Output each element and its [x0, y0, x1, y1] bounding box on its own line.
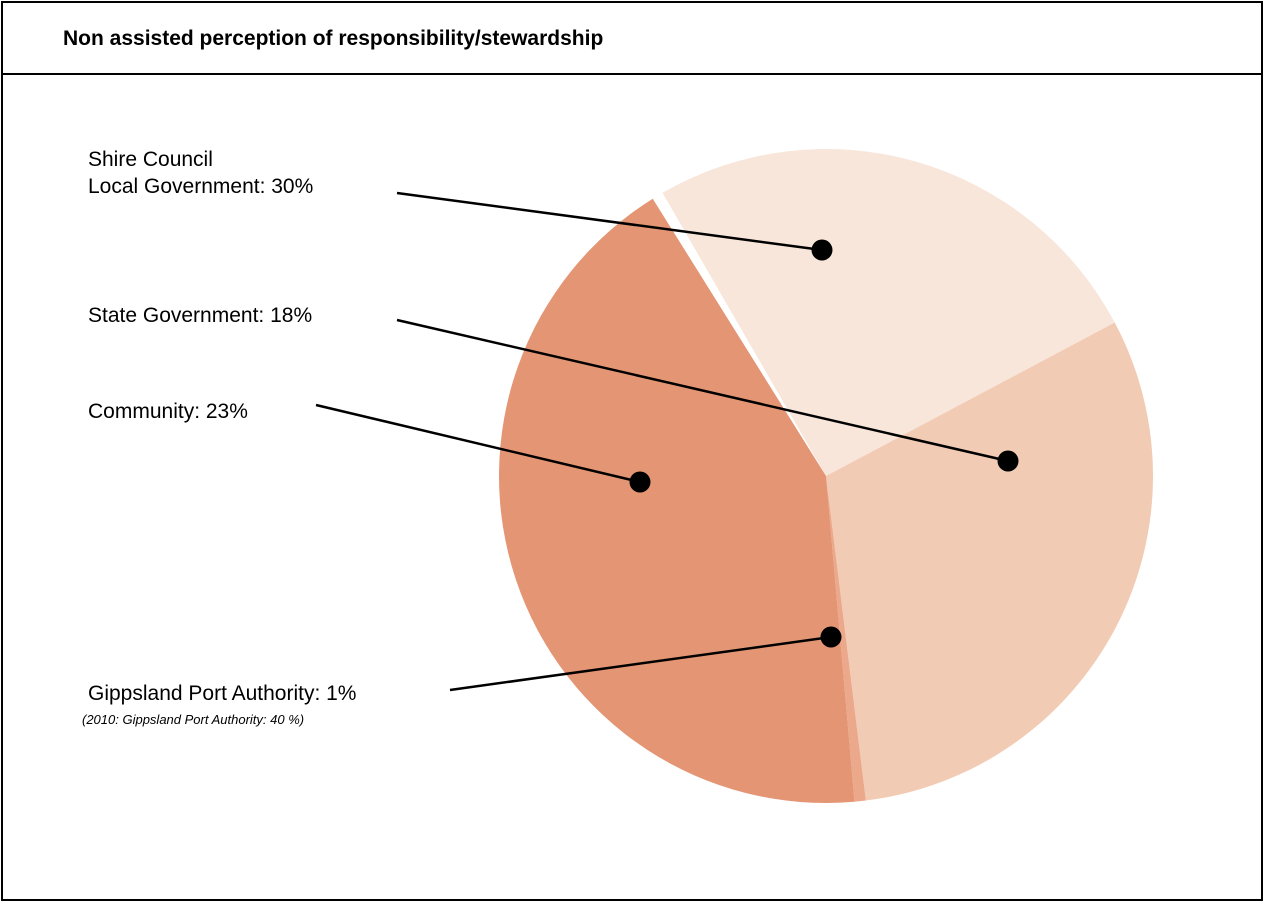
pie-slice-0: [662, 149, 1115, 476]
leader-line-1: [396, 318, 1009, 463]
leader-line-3: [315, 403, 641, 484]
leader-line-0: [396, 191, 823, 252]
slice-label-0-1: Local Government: 30%: [88, 175, 313, 198]
slice-label-0-0: Shire Council: [88, 148, 213, 171]
label-dot-1: [997, 450, 1019, 472]
pie-slice-1: [826, 322, 1153, 801]
slice-label-2-0: Gippsland Port Authority: 1%: [88, 682, 356, 705]
slice-label-1-0: State Government: 18%: [88, 304, 312, 327]
label-dot-2: [820, 626, 842, 648]
chart-annotation: (2010: Gippsland Port Authority: 40 %): [82, 712, 304, 727]
pie-slice-2: [826, 476, 866, 802]
chart-title: Non assisted perception of responsibilit…: [63, 27, 604, 50]
pie-slice-3: [498, 198, 855, 804]
label-dot-0: [811, 239, 833, 261]
slice-label-3-0: Community: 23%: [88, 400, 248, 423]
leader-line-2: [449, 635, 832, 692]
label-dot-3: [629, 471, 651, 493]
chart-header: Non assisted perception of responsibilit…: [3, 3, 1261, 75]
